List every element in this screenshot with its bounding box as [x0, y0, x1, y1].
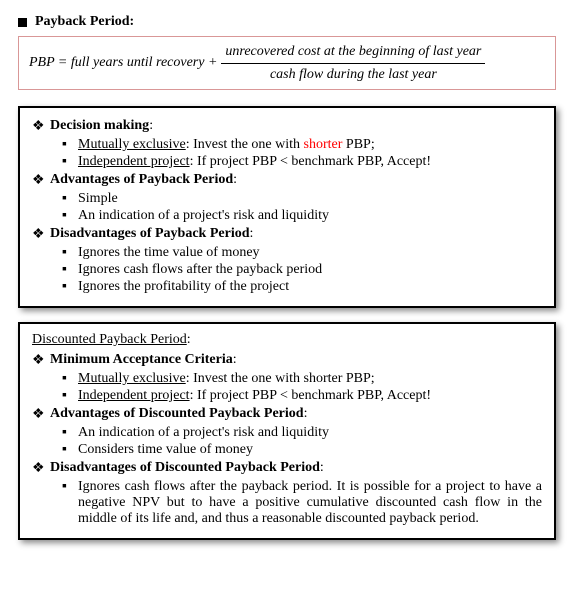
square-small-bullet-icon [62, 245, 78, 261]
square-small-bullet-icon [62, 191, 78, 207]
square-small-bullet-icon [62, 137, 78, 153]
list-item: Simple [62, 191, 542, 207]
section-heading: Decision making: [32, 118, 542, 135]
list-item-text: Simple [78, 191, 118, 207]
diamond-bullet-icon [32, 352, 50, 369]
list-item-text: Ignores the profitability of the project [78, 279, 289, 295]
section-heading: Minimum Acceptance Criteria: [32, 352, 542, 369]
square-small-bullet-icon [62, 479, 78, 527]
section-title: Advantages of Payback Period: [50, 172, 237, 189]
formula-box: PBP = full years until recovery + unreco… [18, 36, 556, 90]
page-title-row: Payback Period: [18, 14, 556, 30]
section-heading: Disadvantages of Payback Period: [32, 226, 542, 243]
square-small-bullet-icon [62, 425, 78, 441]
square-small-bullet-icon [62, 442, 78, 458]
list-item-text: Ignores cash flows after the payback per… [78, 479, 542, 527]
list-item: Ignores cash flows after the payback per… [62, 479, 542, 527]
list-item-text: Ignores cash flows after the payback per… [78, 262, 322, 278]
formula-lhs: PBP = full years until recovery + [29, 55, 217, 71]
diamond-bullet-icon [32, 460, 50, 477]
square-small-bullet-icon [62, 262, 78, 278]
page-title: Payback Period: [35, 14, 134, 30]
list-item: Ignores the profitability of the project [62, 279, 542, 295]
section-title: Decision making: [50, 118, 153, 135]
section-title: Disadvantages of Discounted Payback Peri… [50, 460, 324, 477]
list-item-text: An indication of a project's risk and li… [78, 208, 329, 224]
list-item: Independent project: If project PBP < be… [62, 154, 542, 170]
square-small-bullet-icon [62, 279, 78, 295]
section-title: Disadvantages of Payback Period: [50, 226, 253, 243]
square-small-bullet-icon [62, 371, 78, 387]
square-small-bullet-icon [62, 154, 78, 170]
list-item: Independent project: If project PBP < be… [62, 388, 542, 404]
list-item-text: Mutually exclusive: Invest the one with … [78, 137, 375, 153]
formula-numerator: unrecovered cost at the beginning of las… [221, 43, 485, 64]
list-item: Considers time value of money [62, 442, 542, 458]
square-small-bullet-icon [62, 388, 78, 404]
list-item: Mutually exclusive: Invest the one with … [62, 371, 542, 387]
diamond-bullet-icon [32, 226, 50, 243]
diamond-bullet-icon [32, 406, 50, 423]
list-item: Ignores cash flows after the payback per… [62, 262, 542, 278]
square-small-bullet-icon [62, 208, 78, 224]
list-item: An indication of a project's risk and li… [62, 208, 542, 224]
discounted-payback-card: Discounted Payback Period: Minimum Accep… [18, 322, 556, 540]
list-item-text: Independent project: If project PBP < be… [78, 154, 431, 170]
section-title: Advantages of Discounted Payback Period: [50, 406, 307, 423]
list-item-text: Independent project: If project PBP < be… [78, 388, 431, 404]
list-item: Mutually exclusive: Invest the one with … [62, 137, 542, 153]
list-item-text: Ignores the time value of money [78, 245, 260, 261]
list-item-text: An indication of a project's risk and li… [78, 425, 329, 441]
section-heading: Advantages of Payback Period: [32, 172, 542, 189]
list-item: An indication of a project's risk and li… [62, 425, 542, 441]
section-heading: Advantages of Discounted Payback Period: [32, 406, 542, 423]
formula-denominator: cash flow during the last year [270, 64, 437, 84]
list-item: Ignores the time value of money [62, 245, 542, 261]
section-title: Minimum Acceptance Criteria: [50, 352, 237, 369]
formula-fraction: unrecovered cost at the beginning of las… [221, 43, 485, 83]
payback-period-card: Decision making: Mutually exclusive: Inv… [18, 106, 556, 308]
diamond-bullet-icon [32, 172, 50, 189]
section-heading: Disadvantages of Discounted Payback Peri… [32, 460, 542, 477]
square-bullet-icon [18, 18, 27, 27]
diamond-bullet-icon [32, 118, 50, 135]
list-item-text: Mutually exclusive: Invest the one with … [78, 371, 375, 387]
list-item-text: Considers time value of money [78, 442, 253, 458]
card-heading: Discounted Payback Period: [32, 332, 542, 348]
